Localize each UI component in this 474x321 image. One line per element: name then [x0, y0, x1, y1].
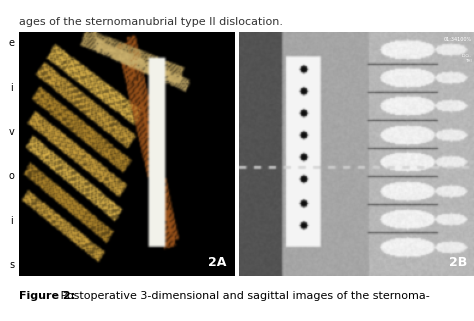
Text: o: o: [9, 171, 15, 181]
Text: v: v: [9, 127, 15, 137]
Text: e: e: [9, 38, 15, 48]
Text: ages of the sternomanubrial type II dislocation.: ages of the sternomanubrial type II disl…: [19, 17, 283, 27]
Text: i: i: [10, 82, 13, 92]
Text: s: s: [9, 260, 14, 270]
Text: 2A: 2A: [208, 256, 226, 269]
Text: Figure 2:: Figure 2:: [19, 291, 75, 301]
Text: 01:34100%: 01:34100%: [444, 37, 472, 42]
Text: 2B: 2B: [449, 256, 467, 269]
Text: i: i: [10, 216, 13, 226]
Text: IOCi-
THI: IOCi- THI: [462, 54, 472, 63]
Text: Postoperative 3-dimensional and sagittal images of the sternoma-: Postoperative 3-dimensional and sagittal…: [57, 291, 429, 301]
